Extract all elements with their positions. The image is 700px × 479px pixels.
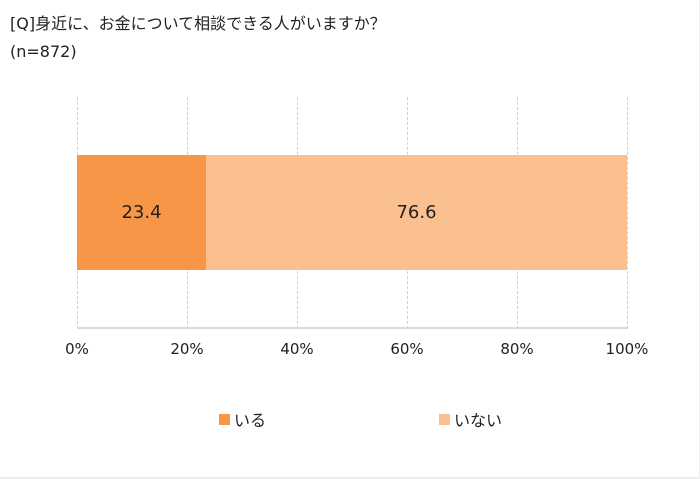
bar-value-label: 23.4 (121, 202, 162, 223)
x-axis-line (77, 327, 627, 329)
legend-label: いない (454, 411, 503, 430)
bar-iru: 23.4 (77, 155, 206, 270)
legend-swatch-icon (219, 413, 230, 425)
x-tick-label: 0% (65, 340, 89, 358)
legend-item-inai: いない (439, 407, 502, 431)
x-tick-label: 40% (280, 340, 314, 358)
x-tick-label: 80% (500, 340, 534, 358)
chart-title: [Q]身近に、お金について相談できる人がいますか？ (n=872) (10, 10, 386, 66)
bar-value-label: 76.6 (396, 202, 437, 223)
x-tick-label: 20% (170, 340, 204, 358)
x-tick-label: 100% (605, 340, 649, 358)
gridline-100 (627, 97, 628, 329)
bar-inai: 76.6 (206, 155, 627, 270)
legend-item-iru: いる (219, 407, 266, 431)
question-text: [Q]身近に、お金について相談できる人がいますか？ (10, 14, 386, 33)
legend-label: いる (234, 411, 267, 430)
x-tick-label: 60% (390, 340, 424, 358)
sample-size: (n=872) (10, 42, 77, 61)
legend-swatch-icon (439, 413, 450, 425)
